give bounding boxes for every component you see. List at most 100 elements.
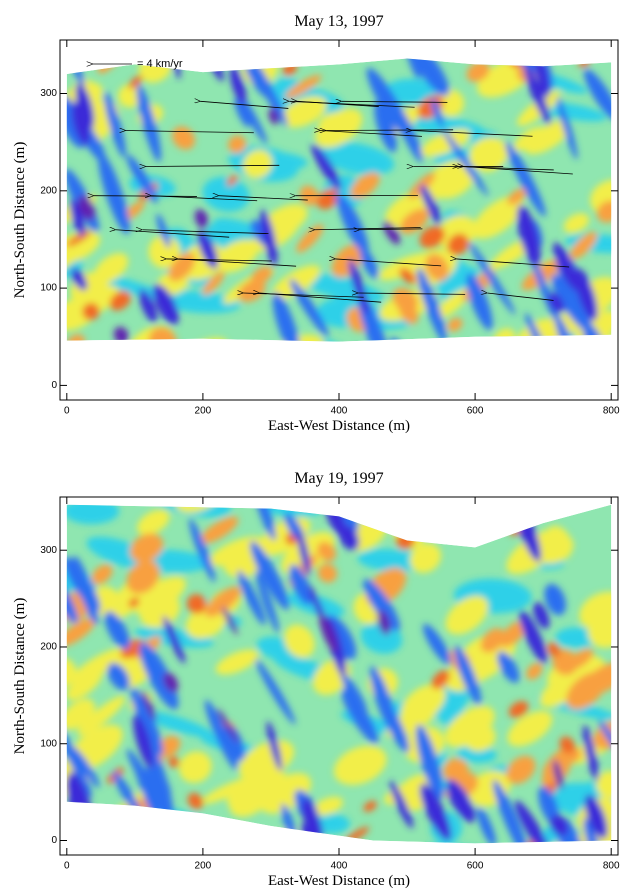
heatmap-blob <box>128 75 143 90</box>
heatmap-blob <box>574 268 598 321</box>
vector-arrow <box>116 230 230 238</box>
heatmap-blob <box>596 771 612 799</box>
heatmap-blob <box>317 563 338 583</box>
heatmap-blob <box>495 376 586 419</box>
heatmap-blob <box>516 205 541 267</box>
heatmap-blob <box>178 751 212 784</box>
vector-arrow <box>142 230 269 234</box>
heatmap-blob <box>360 621 403 654</box>
heatmap-blob <box>554 313 584 342</box>
heatmap-blob <box>579 591 612 630</box>
heatmap-blob <box>109 290 131 311</box>
heatmap-blob <box>559 736 575 754</box>
heatmap-blob <box>204 699 238 771</box>
heatmap-blob <box>138 709 215 738</box>
vector-arrow <box>178 259 297 267</box>
heatmap-blob <box>492 779 529 844</box>
heatmap-blob <box>271 346 314 428</box>
x-tick-label: 400 <box>331 406 348 417</box>
heatmap-blob <box>98 152 130 235</box>
heatmap-blob <box>333 745 387 785</box>
heatmap-blob <box>251 266 273 285</box>
heatmap-blob <box>456 745 497 763</box>
heatmap-blob <box>199 516 239 544</box>
heatmap-blob <box>66 231 101 265</box>
heatmap-blob <box>224 724 245 762</box>
heatmap-blob <box>407 523 444 538</box>
heatmap-blob <box>583 724 599 782</box>
heatmap-blob <box>531 257 561 328</box>
heatmap-blob <box>464 724 496 752</box>
heatmap-blob <box>524 64 551 125</box>
heatmap-blob <box>427 160 475 199</box>
heatmap-blob <box>202 271 225 296</box>
heatmap-blob <box>229 65 247 104</box>
heatmap-blob <box>507 710 553 747</box>
heatmap-blob <box>539 671 586 708</box>
heatmap-blob <box>506 755 536 784</box>
x-tick-label: 200 <box>195 861 212 872</box>
vector-arrow <box>297 101 379 107</box>
y-tick-label: 100 <box>40 738 57 749</box>
heatmap-blob <box>389 337 412 342</box>
heatmap-blob <box>136 84 162 162</box>
heatmap-blob <box>507 188 527 205</box>
heatmap-blob <box>541 361 581 400</box>
heatmap-blob <box>575 371 603 396</box>
heatmap-blob <box>316 188 340 210</box>
y-tick-label: 200 <box>40 642 57 653</box>
heatmap-blob <box>148 327 177 342</box>
heatmap-blob <box>289 278 329 337</box>
heatmap-blob <box>445 595 489 635</box>
heatmap-blob <box>187 792 204 810</box>
heatmap-blob <box>313 796 344 816</box>
heatmap-blob <box>519 610 547 664</box>
heatmap-blob <box>168 756 180 768</box>
heatmap-blob <box>359 247 379 279</box>
vector-arrow <box>457 259 570 268</box>
heatmap-blob <box>420 128 471 157</box>
heatmap-blob <box>157 290 240 314</box>
vector-arrow <box>126 130 254 134</box>
heatmap-blob <box>419 226 445 249</box>
heatmap-blob <box>250 541 290 611</box>
heatmap-blob <box>357 548 426 572</box>
heatmap-blob <box>139 642 179 710</box>
heatmap-blob <box>69 199 85 237</box>
heatmap-blob <box>320 142 395 175</box>
heatmap-blob <box>126 154 158 204</box>
heatmap-blob <box>386 504 419 516</box>
y-tick-label: 0 <box>51 835 57 846</box>
heatmap-blob <box>213 383 225 404</box>
heatmap-blob <box>172 126 196 150</box>
heatmap-blob <box>466 273 493 331</box>
heatmap-blob <box>242 149 273 179</box>
heatmap-image <box>66 58 612 428</box>
heatmap-blob <box>268 108 279 125</box>
heatmap-blob <box>341 688 379 744</box>
heatmap-blob <box>215 649 259 675</box>
heatmap-blob <box>444 504 465 510</box>
heatmap-blob <box>563 213 590 234</box>
heatmap-blob <box>584 662 612 695</box>
heatmap-blob <box>430 350 464 377</box>
heatmap-blob <box>255 658 296 725</box>
heatmap-blob <box>446 779 476 823</box>
heatmap-blob <box>75 83 95 129</box>
heatmap-blob <box>139 593 181 629</box>
heatmap-blob <box>226 174 238 187</box>
heatmap-blob <box>255 570 280 634</box>
heatmap-blob <box>253 342 319 376</box>
heatmap-image <box>66 504 612 844</box>
heatmap-blob <box>485 340 522 342</box>
vector-arrow <box>358 293 466 294</box>
heatmap-blob <box>596 200 612 223</box>
heatmap-blob <box>400 683 446 723</box>
heatmap-blob <box>71 101 91 145</box>
heatmap-blob <box>553 759 564 790</box>
heatmap-blob <box>296 224 324 253</box>
heatmap-blob <box>399 268 416 284</box>
heatmap-blob <box>234 98 251 128</box>
heatmap-blob <box>141 690 157 721</box>
